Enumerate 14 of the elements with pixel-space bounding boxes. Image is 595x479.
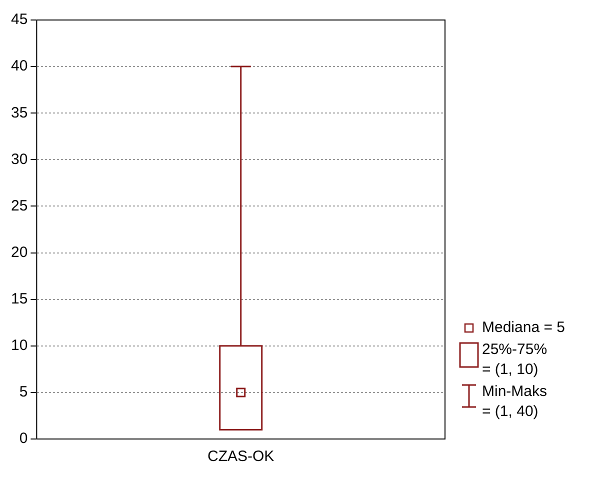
y-tick-label: 0 xyxy=(19,430,28,448)
y-tick-label: 35 xyxy=(10,104,28,122)
y-tick-label: 25 xyxy=(10,197,28,214)
text: 25%-75% = (1, 10) xyxy=(482,340,548,380)
y-tick-label: 10 xyxy=(10,337,28,354)
y-tick-label: 40 xyxy=(10,58,28,75)
text: Min-Maks = (1, 40) xyxy=(482,382,548,422)
y-tick-label: 45 xyxy=(10,11,28,28)
y-tick-label: 20 xyxy=(10,244,28,261)
text: Mediana = 5 xyxy=(482,318,565,338)
y-tick-label: 5 xyxy=(19,384,28,401)
y-tick-label: 15 xyxy=(10,290,28,308)
x-tick-label: CZAS-OK xyxy=(208,448,274,466)
y-tick-label: 30 xyxy=(10,150,28,168)
